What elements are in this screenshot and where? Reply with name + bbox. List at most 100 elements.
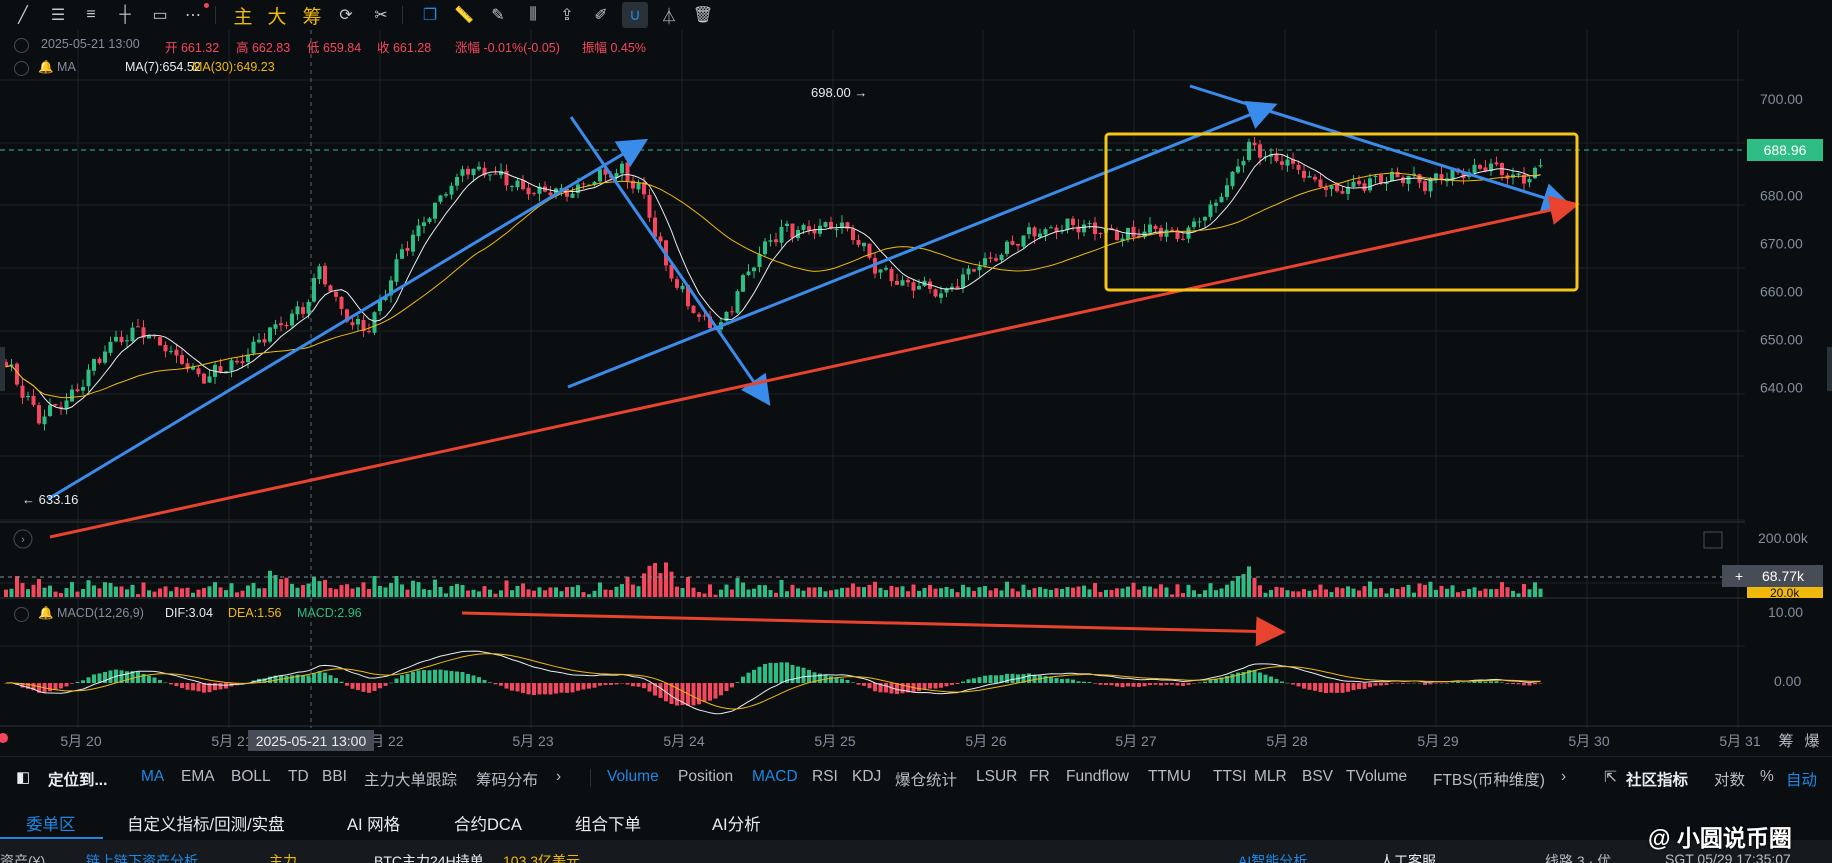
left-drawer-handle[interactable]	[0, 347, 5, 391]
sub-indicator-14[interactable]: FTBS(币种维度)	[1433, 772, 1545, 789]
macd-bar	[196, 683, 201, 692]
liquidation-axis-button[interactable]: 爆	[1804, 733, 1819, 750]
blue-trend-arrow[interactable]	[567, 100, 1278, 389]
tab-2[interactable]: AI 网格	[347, 816, 401, 834]
price-chart[interactable]: 640.00 650.00 660.00 670.00 680.00 700.00 200.…	[0, 30, 1832, 756]
candle-body	[411, 234, 415, 252]
main-indicator-3[interactable]: TD	[288, 768, 309, 785]
main-indicator-0[interactable]: MA	[141, 768, 165, 785]
expand-icon[interactable]	[13, 529, 33, 549]
main-indicator-2[interactable]: BOLL	[231, 768, 271, 785]
auto-scale-toggle[interactable]: 自动	[1786, 772, 1818, 789]
tab-3[interactable]: 合约DCA	[454, 816, 522, 834]
sub-indicator-11[interactable]: MLR	[1254, 768, 1287, 785]
percent-scale-toggle[interactable]: %	[1760, 768, 1774, 785]
sync-icon[interactable]: ⟳	[339, 7, 353, 24]
magnet-icon[interactable]: ∪	[622, 2, 648, 28]
candle-body	[889, 268, 894, 282]
candle-body	[1164, 229, 1169, 237]
macd-bar	[950, 683, 954, 685]
log-scale-toggle[interactable]: 对数	[1714, 772, 1746, 789]
sub-indicators-more[interactable]: ›	[1561, 768, 1567, 785]
sub-indicator-9[interactable]: TTMU	[1148, 768, 1192, 785]
rectangle-icon[interactable]: ▭	[152, 7, 168, 24]
main-indicator-1[interactable]: EMA	[181, 768, 215, 785]
filter-icon[interactable]: ⏃	[660, 9, 677, 26]
edit-icon[interactable]: ✐	[594, 7, 608, 24]
sub-indicator-2[interactable]: MACD	[752, 768, 798, 785]
sub-indicator-4[interactable]: KDJ	[852, 768, 882, 785]
macd-bar	[812, 672, 817, 683]
blue-trend-arrow[interactable]	[1189, 84, 1573, 213]
upload-icon[interactable]: ⇪	[560, 7, 574, 24]
macd-bar	[867, 683, 872, 689]
candles-icon[interactable]: ⫼	[529, 6, 537, 23]
copy-icon[interactable]: ❐	[422, 7, 438, 24]
volume-bar	[504, 580, 509, 597]
macd-bar	[1423, 683, 1427, 685]
chips-axis-button[interactable]: 筹	[1778, 733, 1793, 750]
volume-tag-plus[interactable]: +	[1735, 568, 1743, 584]
macd-bar	[1329, 683, 1334, 693]
ruler-icon[interactable]: 📏	[454, 7, 474, 24]
trash-icon[interactable]: 🗑	[692, 7, 714, 24]
volume-bar	[163, 586, 168, 597]
macd-bar	[1324, 683, 1328, 693]
candle-body	[372, 312, 377, 333]
main-indicator-4[interactable]: BBI	[322, 768, 347, 785]
chain-analysis-link[interactable]: 链上链下资产分析	[86, 853, 198, 863]
macd-bar	[653, 683, 657, 696]
tab-4[interactable]: 组合下单	[575, 816, 641, 834]
sub-indicator-7[interactable]: FR	[1029, 768, 1050, 785]
sub-indicator-10[interactable]: TTSI	[1213, 768, 1247, 785]
brush-icon[interactable]: ✎	[491, 7, 505, 24]
sub-indicator-13[interactable]: TVolume	[1346, 768, 1408, 785]
collapse-ma-icon[interactable]	[14, 61, 29, 76]
ai-analysis-button[interactable]: AI智能分析	[1238, 853, 1308, 863]
tab-1[interactable]: 自定义指标/回测/实盘	[127, 816, 285, 834]
collapse-macd-icon[interactable]	[14, 607, 29, 622]
volume-bar	[944, 586, 949, 597]
sub-indicator-5[interactable]: 爆仓统计	[895, 772, 958, 789]
consolidation-box[interactable]	[1104, 132, 1579, 292]
candle-body	[1148, 224, 1152, 233]
shapes-icon[interactable]: ✂	[374, 7, 388, 24]
red-support-line[interactable]	[49, 195, 1580, 539]
customer-service-button[interactable]: 人工客服	[1380, 853, 1436, 863]
macd-bar	[906, 683, 910, 693]
candle-body	[691, 305, 696, 313]
tab-5[interactable]: AI分析	[712, 816, 761, 834]
sub-indicator-3[interactable]: RSI	[812, 768, 838, 785]
sub-indicator-8[interactable]: Fundflow	[1066, 768, 1129, 785]
community-icon[interactable]: ⇱	[1604, 769, 1617, 786]
main-indicators-more[interactable]: ›	[556, 768, 562, 785]
sub-indicator-1[interactable]: Position	[678, 768, 734, 785]
sub-indicator-6[interactable]: LSUR	[976, 768, 1018, 785]
macd-bar	[378, 683, 382, 689]
horizontal-lines-icon[interactable]: ≡	[86, 6, 96, 23]
candle-body	[1225, 185, 1229, 197]
locate-icon[interactable]: ◧	[16, 769, 31, 786]
blue-trend-arrow[interactable]	[569, 116, 771, 406]
more-tools-icon[interactable]: ⋯	[185, 7, 201, 24]
line-tool-icon[interactable]: ╱	[18, 7, 28, 24]
horizontal-ray-icon[interactable]: ┼	[119, 6, 131, 23]
main-indicator-6[interactable]: 筹码分布	[476, 772, 539, 789]
macd-bar	[108, 670, 113, 683]
blue-trend-arrow[interactable]	[47, 138, 649, 501]
volume-bar	[680, 588, 685, 597]
tab-0[interactable]: 委单区	[26, 816, 76, 834]
big-icon[interactable]: 大	[267, 6, 287, 28]
right-drawer-handle[interactable]	[1827, 347, 1832, 391]
main-indicator-5[interactable]: 主力大单跟踪	[364, 772, 458, 789]
locate-button[interactable]: 定位到...	[48, 772, 108, 789]
sub-indicator-0[interactable]: Volume	[607, 768, 659, 785]
chips-icon[interactable]: 筹	[302, 6, 322, 28]
sub-indicator-12[interactable]: BSV	[1302, 768, 1334, 785]
collapse-legend-icon[interactable]	[14, 38, 29, 53]
main-icon[interactable]: 主	[233, 6, 253, 28]
red-divergence-arrow[interactable]	[461, 611, 1286, 647]
fullscreen-icon[interactable]	[1703, 531, 1723, 549]
community-indicators-button[interactable]: 社区指标	[1626, 772, 1689, 789]
parallel-lines-icon[interactable]: ☰	[50, 7, 66, 24]
